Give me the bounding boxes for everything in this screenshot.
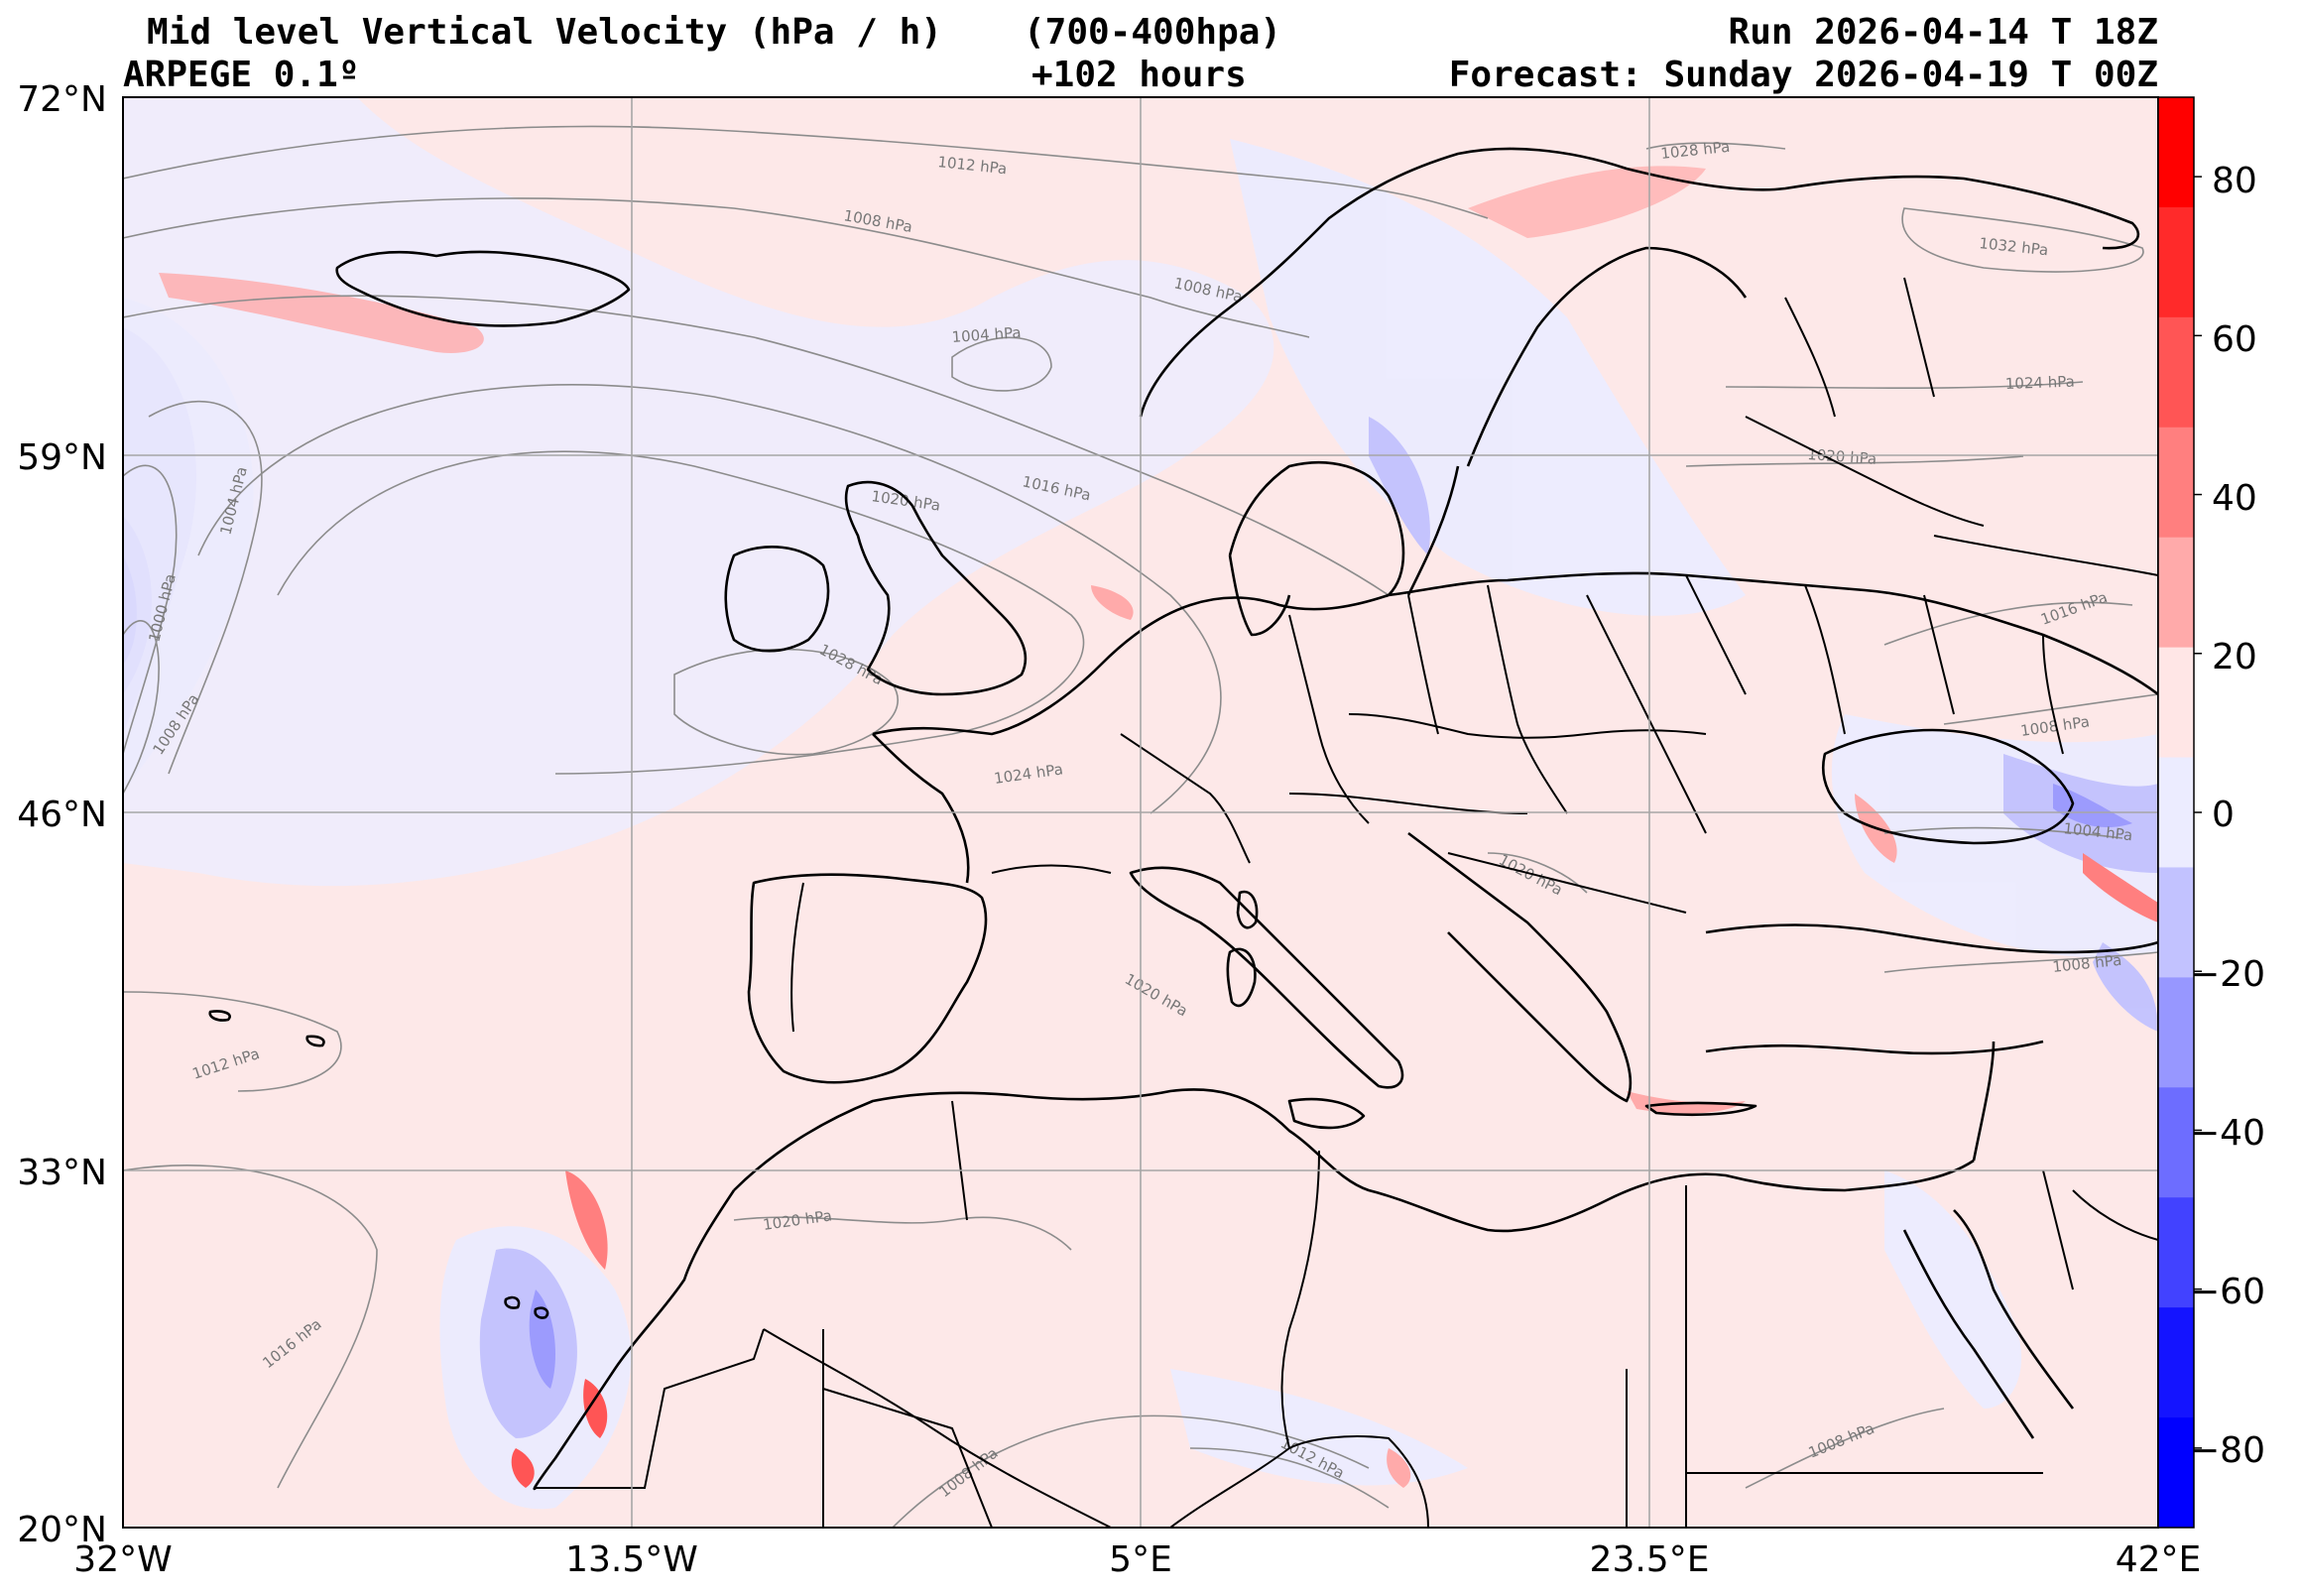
colorbar-segment [2158,757,2194,868]
lon-tick-label: 5°E [1109,1539,1172,1580]
colorbar-tick-label: −60 [2190,1272,2265,1312]
colorbar-tick-labels: 80 60 40 20 0 −20 −40 −60 −80 [2190,161,2265,1471]
lat-tick-label: 20°N [17,1510,107,1550]
colorbar-tick-label: 0 [2212,795,2235,835]
colorbar-tick-label: −80 [2190,1430,2265,1471]
isobar-label: 1020 hPa [1807,445,1877,468]
colorbar-tick-label: −20 [2190,954,2265,995]
map-panel: 1012 hPa 1008 hPa 1008 hPa 1004 hPa 1016… [123,97,2158,1528]
isobar-contours [123,125,2158,1528]
colorbar-tick-label: 20 [2212,637,2257,677]
lon-tick-label: 32°W [73,1539,172,1580]
lat-tick-label: 72°N [17,79,107,120]
colorbar-segment [2158,427,2194,539]
colorbar-segment [2158,206,2194,318]
colorbar-tick-label: 60 [2212,319,2257,360]
isobar-label: 1024 hPa [2005,373,2076,393]
lat-tick-label: 33°N [17,1153,107,1193]
subsidence-regions [159,166,2158,1488]
model-text: ARPEGE 0.1º [123,55,359,95]
isobar-label: 1004 hPa [951,323,1022,346]
lon-tick-labels: 32°W 13.5°W 5°E 23.5°E 42°E [73,1539,2201,1580]
colorbar-segment [2158,1087,2194,1198]
colorbar-tick-label: 80 [2212,161,2257,201]
colorbar-segment [2158,1307,2194,1418]
coastlines [208,147,2158,1491]
lon-tick-label: 13.5°W [565,1539,698,1580]
colorbar-segment [2158,977,2194,1088]
forecast-text: Forecast: Sunday 2026-04-19 T 00Z [1449,55,2158,95]
lat-tick-label: 46°N [17,795,107,835]
title-text: Mid level Vertical Velocity (hPa / h) [147,12,942,53]
colorbar [2157,96,2202,1529]
layer-text: (700-400hpa) [1024,12,1281,53]
colorbar-segment [2158,1197,2194,1308]
colorbar-segment [2158,867,2194,978]
colorbar-segment [2158,97,2194,208]
lat-tick-labels: 72°N 59°N 46°N 33°N 20°N [17,79,107,1550]
lon-tick-label: 23.5°E [1590,1539,1710,1580]
lead-time-text: +102 hours [1031,55,1247,95]
colorbar-segment [2158,1417,2194,1529]
colorbar-segment [2158,537,2194,649]
lat-tick-label: 59°N [17,437,107,478]
colorbar-tick-label: −40 [2190,1113,2265,1154]
colorbar-tick-label: 40 [2212,478,2257,519]
lon-tick-label: 42°E [2116,1539,2202,1580]
run-text: Run 2026-04-14 T 18Z [1729,12,2158,53]
colorbar-segment [2158,647,2194,759]
colorbar-segment [2158,316,2194,429]
graticule [123,97,2158,1528]
ascent-regions [123,97,2158,1510]
country-borders [536,277,2158,1528]
